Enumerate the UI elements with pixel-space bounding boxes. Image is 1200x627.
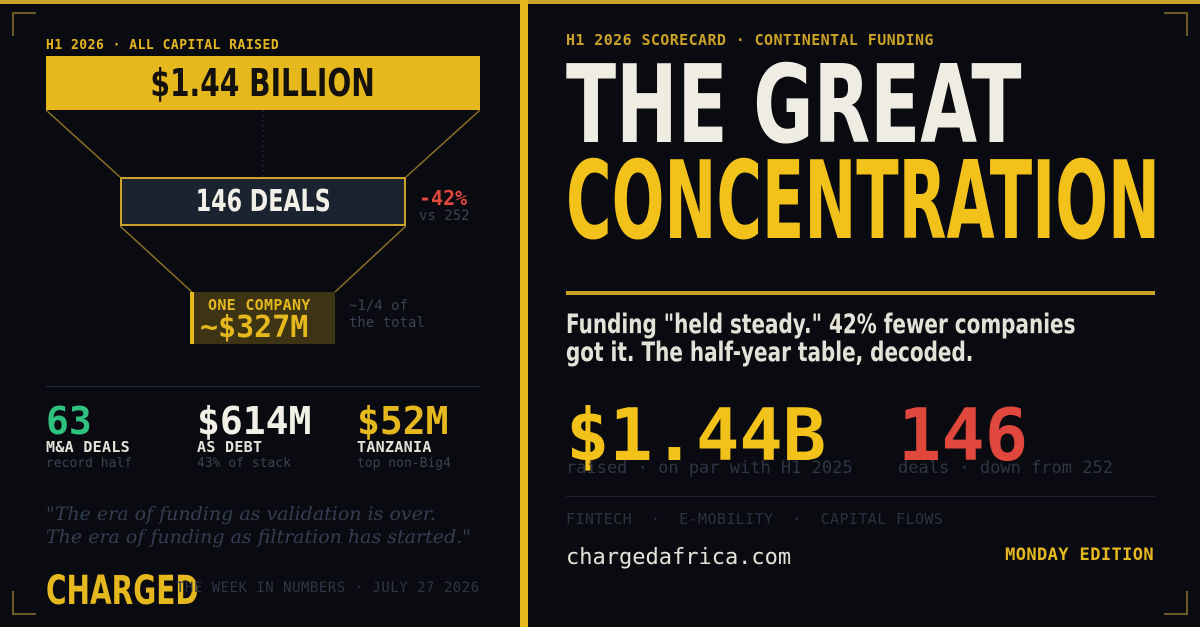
funnel-total-bar: $1.44 BILLION — [46, 56, 480, 110]
brand-wordmark: CHARGED — [46, 568, 199, 614]
funnel-edge-upper-right — [405, 109, 481, 178]
funnel-deals-label: 146 DEALS — [195, 184, 331, 219]
center-divider — [520, 0, 528, 627]
pull-quote-line-1: "The era of funding as validation is ove… — [46, 503, 436, 525]
one-company-note-line-2: the total — [349, 315, 425, 331]
top-frame-line — [0, 0, 1200, 4]
left-kicker: H1 2026 · ALL CAPITAL RAISED — [46, 38, 280, 53]
stat-value: $614M — [197, 399, 312, 443]
stat-label: AS DEBT — [197, 438, 263, 456]
deck-text-1: Funding "held steady." 42% fewer compani… — [566, 309, 1076, 340]
stat-ma-deals: 63 M&A DEALS record half — [46, 400, 132, 471]
corner-mark-bottom-right — [1164, 591, 1188, 615]
deck-line-1: Funding "held steady." 42% fewer compani… — [566, 308, 1200, 342]
right-kicker: H1 2026 SCORECARD · CONTINENTAL FUNDING — [566, 31, 934, 49]
funnel-edge-lower-left — [119, 225, 193, 293]
one-company-label: ONE COMPANY — [208, 296, 311, 314]
left-divider-rule — [46, 386, 480, 387]
deck-line-2: got it. The half-year table, decoded. — [566, 336, 1116, 370]
corner-mark-top-left — [12, 12, 36, 36]
deck-text-2: got it. The half-year table, decoded. — [566, 337, 974, 368]
headline-line-1: THE GREAT — [566, 52, 1200, 160]
funnel-diagram — [45, 109, 481, 293]
one-company-block: ONE COMPANY ~$327M — [190, 292, 335, 345]
stat-label: TANZANIA — [357, 438, 432, 456]
topic-tags: FINTECH · E-MOBILITY · CAPITAL FLOWS — [566, 510, 944, 528]
deals-change-percent: -42% — [419, 186, 468, 210]
corner-mark-bottom-left — [12, 591, 36, 615]
deals-compare-note: vs 252 — [419, 208, 470, 224]
issue-footer: THE WEEK IN NUMBERS · JULY 27 2026 — [176, 580, 480, 596]
headline-text-1: THE GREAT — [566, 43, 1022, 168]
big-deals-caption: deals · down from 252 — [898, 458, 1113, 478]
footer-rule — [566, 496, 1155, 497]
stat-tanzania: $52M TANZANIA top non-Big4 — [357, 400, 451, 471]
stat-debt: $614M AS DEBT 43% of stack — [197, 400, 311, 471]
headline-rule — [566, 291, 1155, 295]
one-company-value: ~$327M — [200, 310, 309, 345]
corner-mark-top-right — [1164, 12, 1188, 36]
funnel-edge-lower-right — [334, 225, 407, 293]
stat-label: M&A DEALS — [46, 438, 130, 456]
one-company-note-line-1: ~1/4 of — [349, 298, 409, 314]
pull-quote-line-2: The era of funding as filtration has sta… — [46, 526, 471, 548]
headline-text-2: CONCENTRATION — [566, 139, 1160, 264]
stat-sub: record half — [46, 456, 133, 471]
big-raised-caption: raised · on par with H1 2025 — [566, 458, 853, 478]
funnel-total-label: $1.44 BILLION — [150, 61, 376, 105]
site-link[interactable]: chargedafrica.com — [566, 545, 792, 570]
brand-logo: CHARGED — [46, 568, 264, 614]
stat-value: $52M — [357, 399, 449, 443]
stat-value: 63 — [46, 399, 92, 443]
big-deals-figure: 146 — [898, 393, 1029, 477]
funnel-edge-upper-left — [45, 109, 121, 178]
big-raised-figure: $1.44B — [566, 393, 827, 477]
stat-sub: 43% of stack — [197, 456, 291, 471]
headline-line-2: CONCENTRATION — [566, 148, 1200, 256]
edition-label: MONDAY EDITION — [1005, 545, 1154, 565]
stat-sub: top non-Big4 — [357, 456, 451, 471]
funnel-deals-bar: 146 DEALS — [120, 177, 406, 226]
